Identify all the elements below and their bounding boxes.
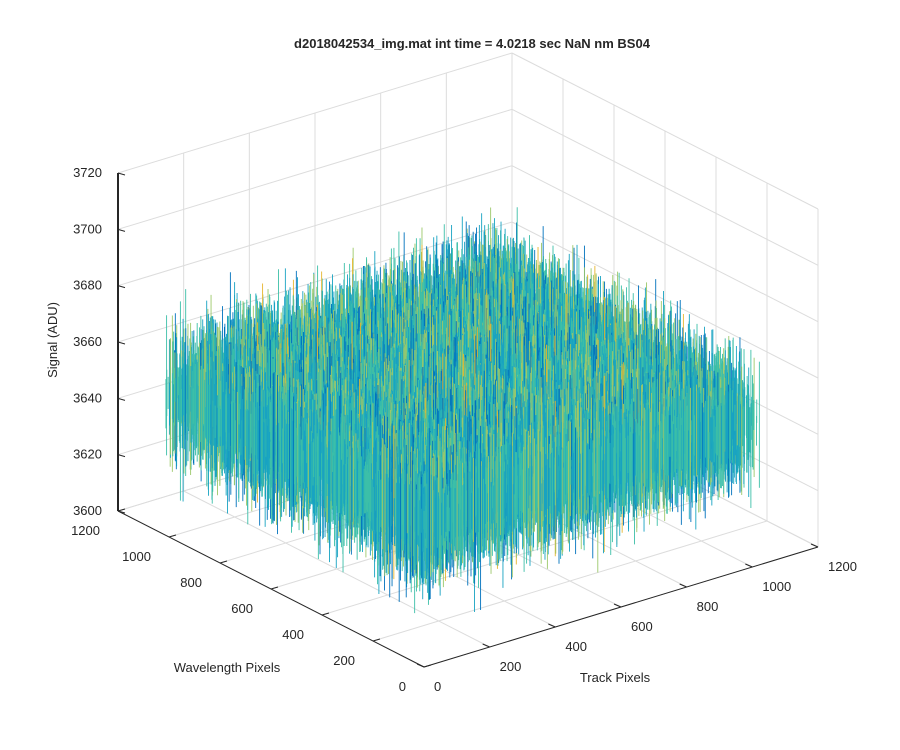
surface-plot: 3600362036403660368037003720 02004006008… [0, 0, 900, 750]
